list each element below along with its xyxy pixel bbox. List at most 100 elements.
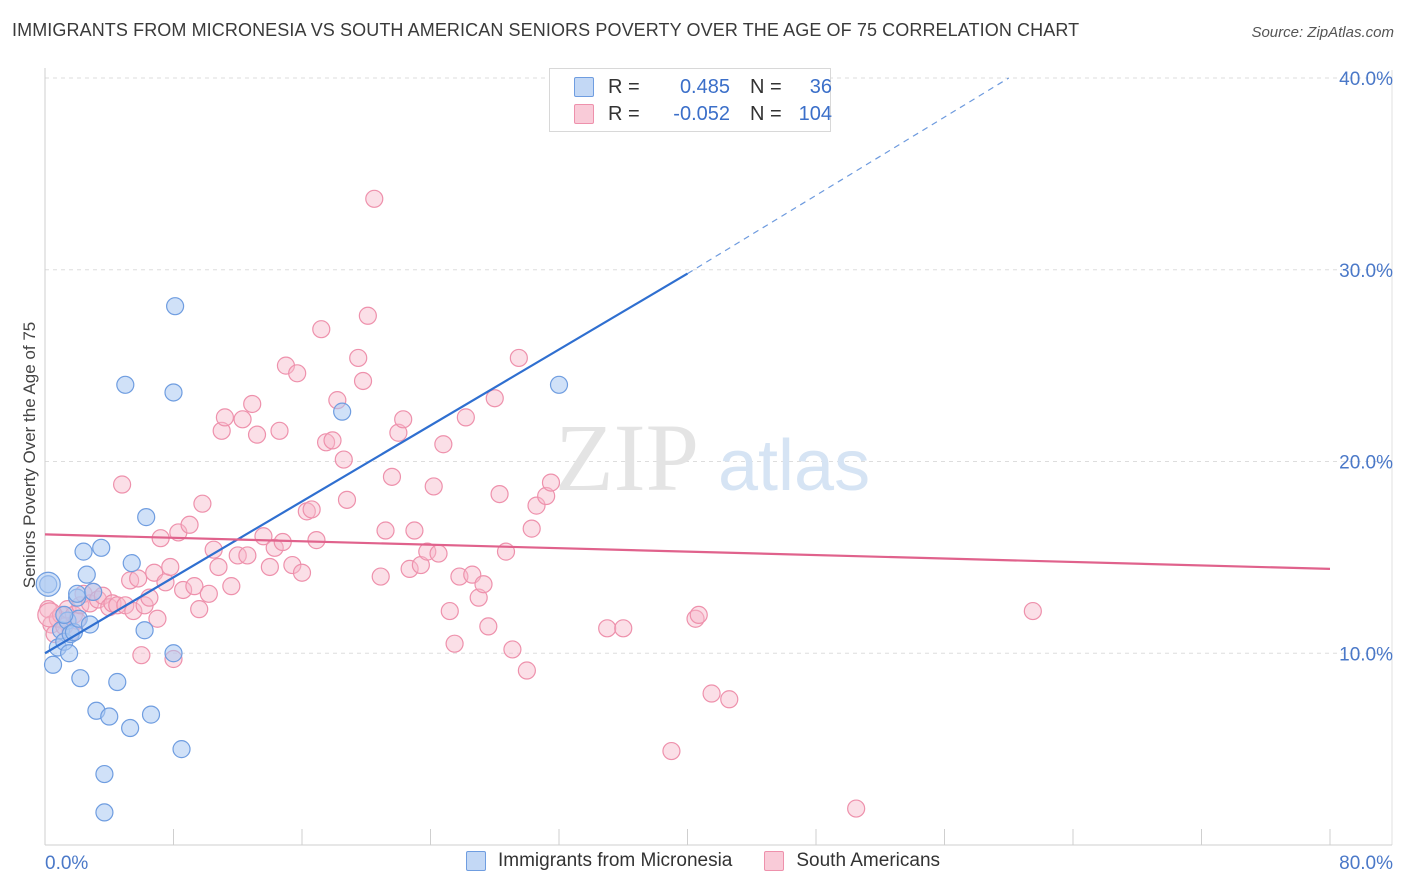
south-americans-point (349, 348, 368, 368)
south-americans-point (598, 619, 617, 638)
watermark-atlas: atlas (718, 426, 870, 506)
gridlines (45, 77, 1392, 654)
legend-n-value: 104 (798, 102, 832, 125)
south-americans-point (474, 575, 493, 594)
south-americans-point (405, 521, 424, 540)
south-americans-point (215, 408, 234, 427)
south-americans-point (273, 532, 292, 552)
south-americans-point (190, 600, 209, 619)
micronesia-point (164, 644, 183, 663)
south-americans-point (376, 521, 395, 540)
south-americans-point (337, 490, 357, 509)
y-axis-label: Seniors Poverty Over the Age of 75 (20, 321, 39, 589)
source-credit: Source: ZipAtlas.com (1251, 24, 1394, 41)
micronesia-point (95, 803, 114, 822)
south-americans-point (292, 563, 312, 582)
south-americans-point (243, 394, 262, 414)
south-americans-point (358, 306, 377, 325)
south-americans-point (161, 557, 180, 577)
x-tick-label: 0.0% (45, 853, 88, 874)
south-americans-point (479, 617, 498, 636)
micronesia-point (333, 402, 352, 421)
south-americans-point (365, 189, 384, 208)
micronesia-point (95, 764, 114, 784)
south-americans-point (222, 577, 241, 596)
micronesia-point (116, 375, 135, 394)
south-americans-trend-line (44, 533, 1331, 570)
legend-n-value: 36 (809, 75, 832, 98)
micronesia-point (59, 644, 79, 663)
south-americans-point (233, 410, 252, 429)
south-americans-point (614, 619, 633, 638)
south-americans-point (517, 661, 536, 680)
south-americans-point (323, 431, 342, 450)
micronesia-point (122, 554, 141, 573)
south-americans-point (503, 640, 522, 659)
chart-title: IMMIGRANTS FROM MICRONESIA VS SOUTH AMER… (12, 20, 1080, 40)
south-americans-point (445, 634, 464, 653)
south-americans-point (456, 408, 475, 427)
micronesia-point (135, 621, 154, 640)
micronesia-point (43, 655, 63, 674)
south-americans-point (522, 519, 541, 538)
south-americans-point (302, 500, 321, 519)
watermark-zip: ZIP (555, 404, 699, 511)
south-americans-point (429, 544, 448, 563)
south-americans-point (485, 389, 504, 408)
south-americans-point (440, 601, 459, 621)
trend-lines (44, 77, 1331, 655)
micronesia-point (121, 718, 140, 738)
micronesia-trend-line (44, 272, 689, 655)
micronesia-point (141, 705, 161, 724)
y-tick-label: 30.0% (1339, 261, 1393, 282)
south-americans-point (212, 421, 231, 440)
series-legend-micronesia: Immigrants from Micronesia (465, 850, 732, 872)
south-americans-point (132, 646, 151, 665)
y-tick-label: 40.0% (1339, 69, 1393, 90)
south-americans-point (394, 410, 413, 429)
south-americans-point (283, 555, 302, 575)
micronesia-point (549, 375, 569, 394)
south-americans-point (112, 475, 132, 494)
south-americans-point (400, 559, 419, 578)
south-americans-point (148, 609, 167, 628)
tick-labels: 10.0% 20.0% 30.0% 40.0% 0.0% 80.0% (45, 69, 1393, 874)
south-americans-point (260, 557, 279, 577)
south-americans-point (490, 484, 509, 504)
series-swatch-pink (764, 851, 785, 871)
south-americans-point (238, 546, 257, 565)
legend-n-label: N = (750, 102, 782, 125)
south-americans-point (270, 421, 289, 440)
micronesia-point (55, 605, 74, 625)
south-americans-point (382, 467, 402, 486)
legend-row-micronesia: R = 0.485 N = 36 (550, 74, 832, 100)
south-americans-point (288, 364, 307, 383)
micronesia-point (84, 582, 103, 601)
south-americans-point (209, 557, 228, 577)
south-americans-point (129, 569, 148, 588)
south-americans-point (662, 741, 681, 761)
micronesia-point (68, 584, 87, 603)
legend-swatch-blue (574, 77, 594, 97)
south-americans-point (389, 423, 408, 442)
micronesia-point (35, 571, 61, 597)
south-americans-point (527, 496, 546, 515)
south-americans-point (720, 690, 739, 709)
micronesia-points (35, 297, 569, 822)
south-americans-point (689, 605, 708, 625)
correlation-legend: R = 0.485 N = 36 R = -0.052 N = 104 (549, 68, 832, 132)
south-americans-point (353, 371, 373, 391)
south-americans-point (185, 577, 204, 596)
micronesia-point (164, 383, 183, 402)
micronesia-point (92, 538, 111, 557)
watermark: ZIP atlas (555, 404, 870, 511)
south-americans-point (174, 580, 193, 600)
south-americans-point (371, 567, 390, 586)
series-name-south-americans: South Americans (796, 850, 941, 871)
x-tick-label: 80.0% (1339, 853, 1393, 874)
south-americans-point (702, 684, 721, 703)
axes (44, 68, 1393, 846)
south-americans-point (537, 486, 556, 506)
y-tick-label: 20.0% (1339, 453, 1393, 474)
